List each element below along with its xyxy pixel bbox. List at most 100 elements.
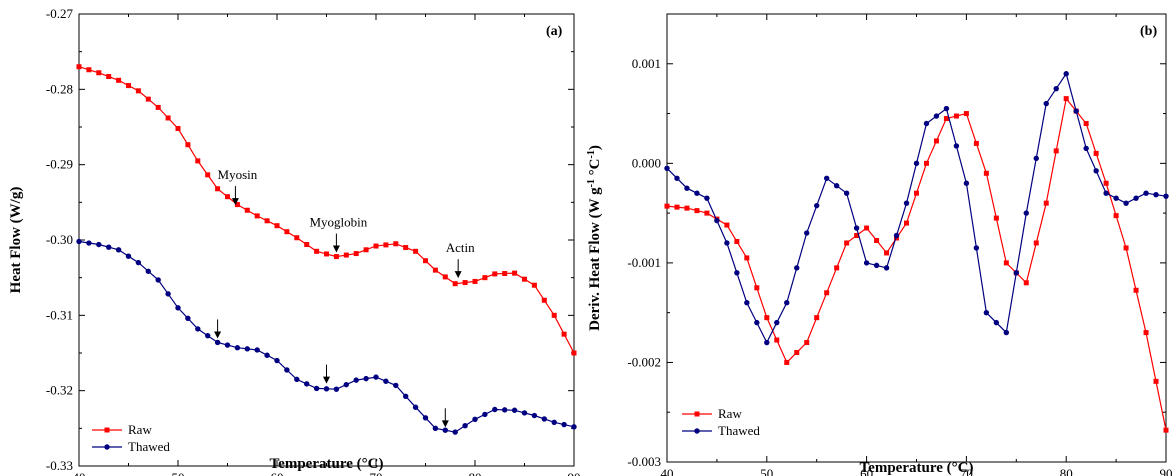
data-point <box>96 70 102 76</box>
data-point <box>883 265 890 271</box>
data-point <box>1053 85 1059 92</box>
data-point <box>551 419 557 426</box>
panel-label: (b) <box>1140 24 1157 39</box>
series-thawed <box>76 238 577 435</box>
data-point <box>844 240 850 246</box>
data-point <box>155 277 161 283</box>
data-point <box>734 238 740 244</box>
data-point <box>853 225 860 231</box>
x-tick-label: 40 <box>73 470 86 476</box>
x-tick-label: 70 <box>370 470 383 476</box>
data-point <box>684 185 690 191</box>
data-point <box>963 111 969 117</box>
x-tick-label: 60 <box>860 466 873 476</box>
data-point <box>512 270 518 276</box>
data-point <box>823 175 830 181</box>
data-point <box>694 208 700 214</box>
data-point <box>923 160 929 166</box>
data-point <box>284 229 290 235</box>
data-point <box>185 142 191 148</box>
data-point <box>933 113 940 119</box>
data-point <box>1053 148 1059 154</box>
data-point <box>684 205 690 211</box>
data-point <box>1163 427 1169 433</box>
data-point <box>1113 213 1119 219</box>
data-point <box>674 175 680 181</box>
x-tick-label: 90 <box>568 470 581 476</box>
data-point <box>794 265 800 271</box>
data-point <box>804 340 810 346</box>
data-point <box>1103 190 1109 196</box>
data-point <box>943 105 950 112</box>
data-point <box>541 297 547 303</box>
data-point <box>704 195 710 201</box>
data-point <box>724 240 730 246</box>
data-point <box>1083 145 1089 152</box>
data-point <box>442 274 448 280</box>
data-point <box>571 350 577 356</box>
chart-panel-a: 40 50 60 70 80 90 -0.27 -0.28 -0.29 -0.30 -0.31 -0.… <box>8 6 581 476</box>
data-point <box>754 319 760 326</box>
series-line <box>78 240 575 433</box>
data-point <box>1113 195 1119 201</box>
data-point <box>744 255 750 261</box>
data-point <box>814 202 820 209</box>
data-point <box>373 243 379 249</box>
data-point <box>1153 191 1159 198</box>
series-line <box>666 72 1167 344</box>
data-point <box>106 74 112 80</box>
data-point <box>1103 180 1109 186</box>
data-point <box>1143 190 1149 196</box>
plot-frame <box>78 13 575 467</box>
legend-label: Raw <box>128 422 152 437</box>
data-point <box>135 88 141 94</box>
y-tick-label: -0.27 <box>46 6 74 21</box>
data-point <box>432 425 439 432</box>
data-point <box>96 241 102 248</box>
annotation-label: Actin <box>446 240 475 255</box>
y-tick-label: -0.003 <box>627 454 661 469</box>
data-point <box>383 378 389 384</box>
data-point <box>833 183 840 189</box>
data-point <box>126 83 131 89</box>
data-point <box>76 238 82 245</box>
data-point <box>274 357 280 364</box>
data-point <box>205 172 211 178</box>
data-point <box>373 374 379 380</box>
data-point <box>814 315 820 321</box>
data-point <box>145 268 151 274</box>
data-point <box>724 222 730 228</box>
legend-marker <box>694 428 700 434</box>
data-point <box>492 406 498 413</box>
arrow-head <box>332 245 340 253</box>
chart-panel-b: 40 50 60 70 80 90 0.001 0.000 -0.001 -0.002 -0.003… <box>586 13 1173 476</box>
data-point <box>195 326 201 332</box>
data-point <box>561 331 567 337</box>
data-point <box>1033 155 1039 162</box>
data-point <box>1123 200 1129 206</box>
data-point <box>502 407 508 413</box>
data-point <box>115 247 122 253</box>
data-point <box>225 194 230 200</box>
data-point <box>914 190 919 196</box>
data-point <box>784 300 790 306</box>
data-point <box>1123 245 1129 251</box>
data-point <box>135 259 142 266</box>
data-point <box>531 412 538 419</box>
data-point <box>254 213 260 219</box>
data-point <box>492 271 498 277</box>
y-tick-label: -0.28 <box>46 81 73 96</box>
plot-frame <box>666 13 1167 463</box>
data-point <box>704 210 710 216</box>
data-point <box>843 190 850 196</box>
data-point <box>343 381 349 388</box>
x-tick-label: 80 <box>469 470 482 476</box>
arrow-head <box>231 198 239 206</box>
data-point <box>1133 195 1139 201</box>
data-point <box>412 404 419 410</box>
data-point <box>343 252 349 258</box>
data-point <box>1083 121 1089 127</box>
y-tick-label: -0.31 <box>46 307 73 322</box>
data-point <box>561 421 567 428</box>
